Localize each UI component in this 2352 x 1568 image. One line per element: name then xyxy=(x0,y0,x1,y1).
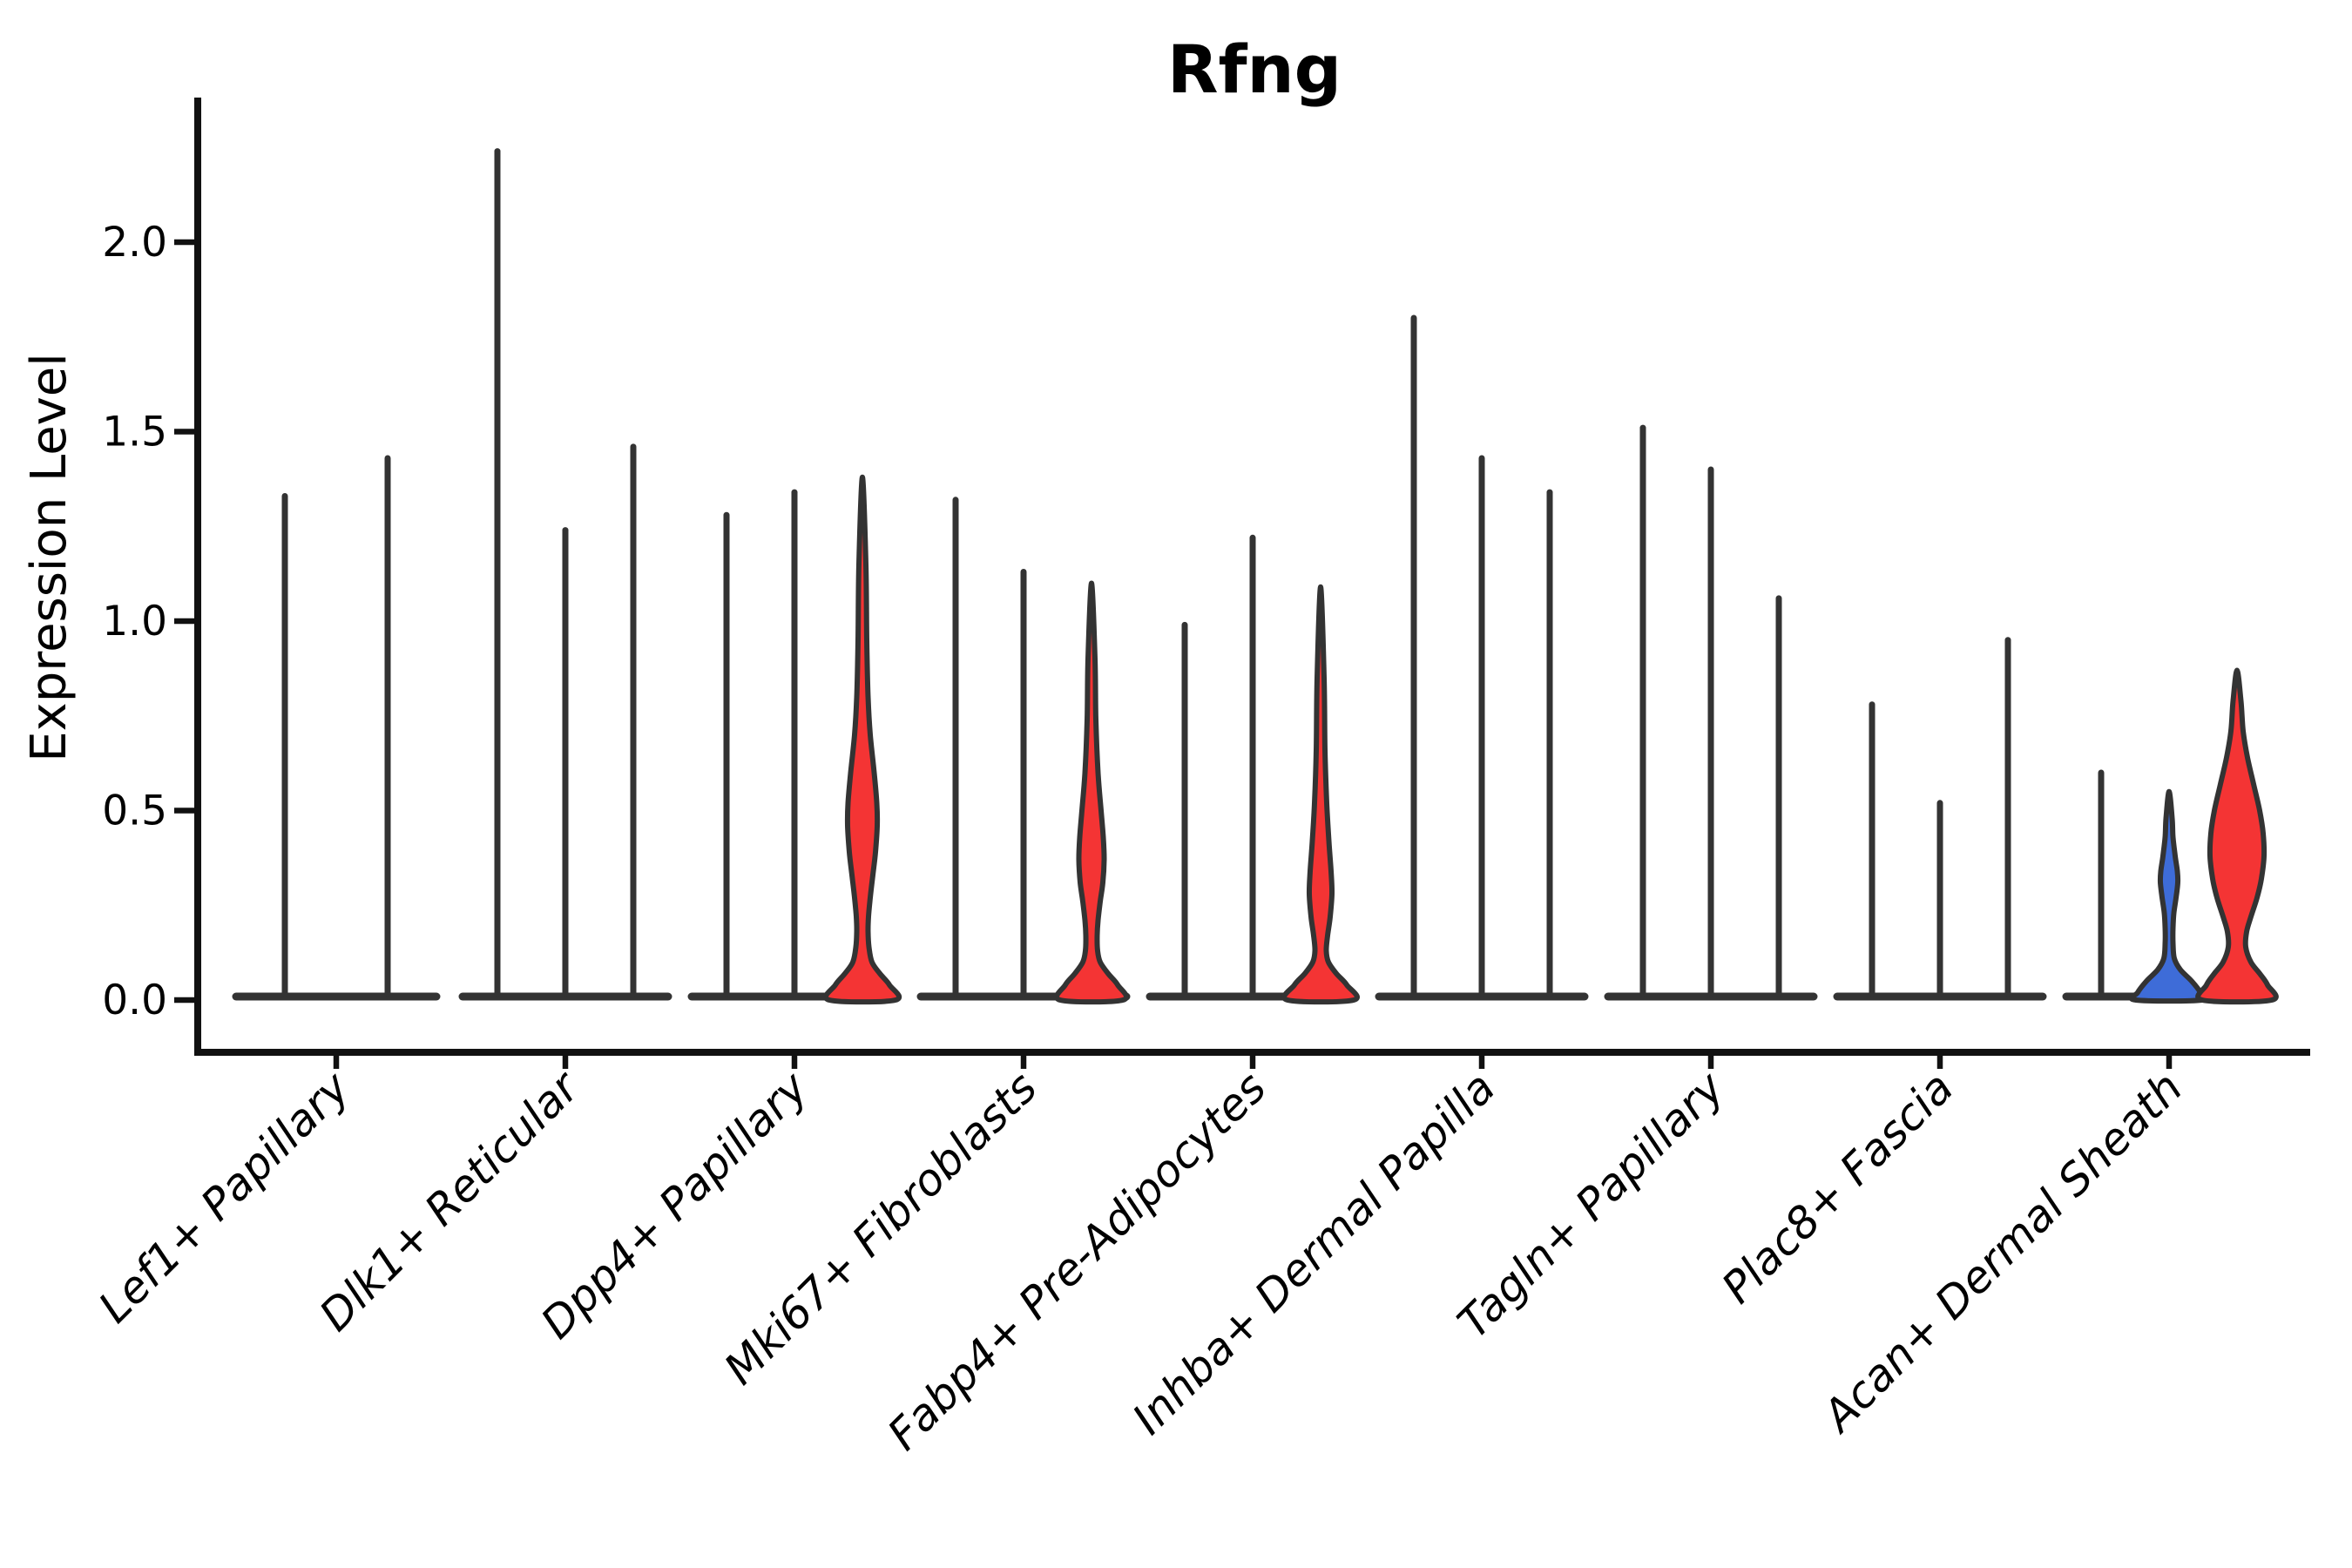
x-tick-label: Acan+ Dermal Sheath xyxy=(1812,1062,2193,1443)
y-tick-label: 1.5 xyxy=(102,409,167,456)
x-tick-label: Lef1+ Papillary xyxy=(89,1061,360,1332)
violin-red xyxy=(822,474,902,1005)
violin-red xyxy=(2195,667,2279,1005)
chart-title: Rfng xyxy=(1167,30,1342,108)
x-tick-label: Inhba+ Dermal Papilla xyxy=(1123,1062,1504,1443)
y-tick-label: 1.0 xyxy=(102,598,167,645)
y-tick-label: 0.0 xyxy=(102,977,167,1024)
violins-layer xyxy=(232,148,2279,1005)
violin-red xyxy=(1281,584,1360,1005)
violin-blue xyxy=(2128,788,2210,1004)
x-tick-label: Fabp4+ Pre-Adipocytes xyxy=(878,1062,1276,1460)
violin-red xyxy=(1053,580,1130,1005)
y-tick-label: 2.0 xyxy=(102,219,167,267)
x-tick-label: Plac8+ Fascia xyxy=(1713,1062,1963,1313)
y-tick-label: 0.5 xyxy=(102,787,167,835)
y-axis-label: Expression Level xyxy=(21,353,78,762)
